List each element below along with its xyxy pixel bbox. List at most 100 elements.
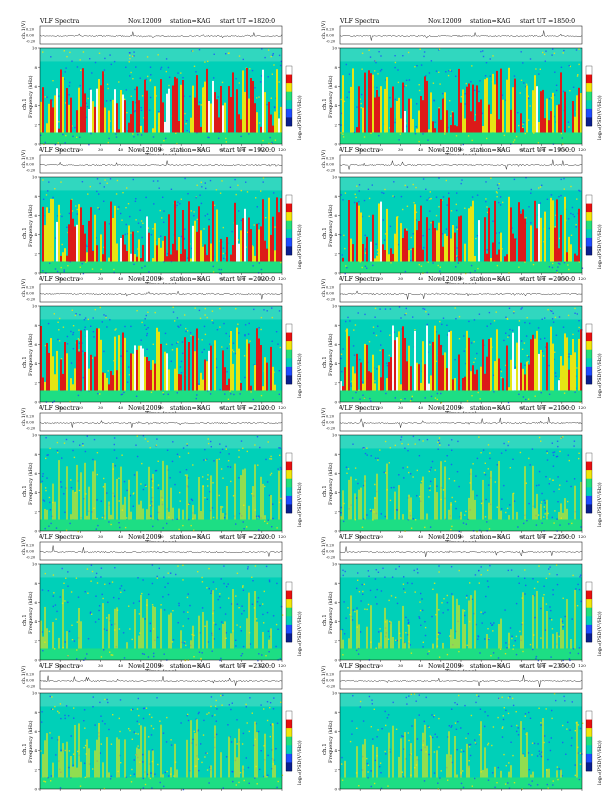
spectrogram-speckle bbox=[402, 467, 404, 469]
spectrogram-speckle bbox=[442, 489, 445, 491]
spectrogram-column bbox=[422, 732, 424, 778]
spectrogram-column bbox=[230, 97, 232, 133]
waveform-tick-label: 0.00 bbox=[326, 292, 335, 296]
frequency-tick-label: 8 bbox=[34, 323, 37, 328]
time-tick-label: 60 bbox=[158, 534, 164, 539]
spectrogram-speckle bbox=[566, 480, 568, 482]
spectrogram-speckle bbox=[562, 624, 564, 626]
spectrogram-speckle bbox=[366, 514, 368, 516]
spectrogram-speckle bbox=[558, 196, 560, 198]
spectrogram-speckle bbox=[221, 180, 223, 182]
spectrogram-speckle bbox=[393, 181, 395, 183]
spectrogram-speckle bbox=[419, 495, 421, 498]
spectrogram-speckle bbox=[546, 783, 548, 786]
spectrogram-speckle bbox=[399, 133, 402, 135]
frequency-tick-label: 6 bbox=[334, 471, 337, 476]
spectrogram-speckle bbox=[533, 742, 536, 745]
spectrogram-speckle bbox=[104, 698, 106, 701]
time-tick-label: 20 bbox=[78, 663, 84, 668]
spectrogram-speckle bbox=[269, 707, 271, 709]
spectrogram-speckle bbox=[96, 190, 98, 193]
spectrogram-speckle bbox=[493, 622, 495, 624]
spectrogram-speckle bbox=[378, 135, 380, 137]
spectrogram-speckle bbox=[49, 262, 51, 264]
spectrogram-speckle bbox=[389, 308, 392, 310]
spectrogram-speckle bbox=[182, 564, 184, 566]
spectrogram-speckle bbox=[102, 486, 105, 488]
spectrogram-column bbox=[560, 618, 562, 649]
spectrogram-column bbox=[464, 624, 466, 649]
spectrogram-column bbox=[116, 103, 118, 133]
spectrogram-speckle bbox=[469, 743, 472, 746]
panel-station: station=KAG bbox=[170, 663, 211, 670]
panel-start-time: start UT =1950:0 bbox=[520, 147, 575, 154]
spectrogram-speckle bbox=[407, 51, 410, 54]
spectrogram-speckle bbox=[474, 777, 476, 780]
spectrogram-column bbox=[46, 123, 48, 133]
spectrogram-speckle bbox=[562, 90, 565, 93]
spectrogram-speckle bbox=[555, 84, 558, 86]
spectrogram-column bbox=[94, 356, 96, 391]
spectrogram-column bbox=[152, 473, 154, 520]
spectrogram-speckle bbox=[201, 761, 203, 764]
spectrogram-column bbox=[490, 470, 492, 520]
spectrogram-column bbox=[84, 462, 86, 520]
spectrogram-speckle bbox=[530, 188, 532, 191]
spectrogram-speckle bbox=[160, 604, 162, 606]
spectrogram-speckle bbox=[506, 317, 508, 320]
spectrogram-column bbox=[236, 327, 238, 391]
time-tick-label: 10 bbox=[58, 276, 64, 281]
spectrogram-speckle bbox=[540, 607, 542, 610]
spectrogram-speckle bbox=[277, 343, 279, 345]
spectrogram-speckle bbox=[390, 487, 393, 489]
spectrogram-speckle bbox=[558, 768, 560, 770]
spectrogram-speckle bbox=[579, 190, 581, 192]
spectrogram-speckle bbox=[135, 395, 138, 397]
spectrogram-speckle bbox=[199, 194, 201, 196]
spectrogram-column bbox=[562, 365, 564, 391]
time-tick-label: 20 bbox=[378, 147, 384, 152]
spectrogram-speckle bbox=[480, 566, 482, 568]
spectrogram-speckle bbox=[465, 597, 468, 599]
spectrogram-speckle bbox=[423, 780, 426, 782]
spectrogram-speckle bbox=[573, 445, 575, 447]
spectrogram-speckle bbox=[204, 307, 206, 310]
spectrogram-speckle bbox=[360, 600, 362, 602]
spectrogram-speckle bbox=[86, 245, 88, 247]
spectrogram-speckle bbox=[167, 572, 169, 574]
spectrogram-speckle bbox=[450, 115, 452, 117]
spectrogram-speckle bbox=[407, 443, 409, 446]
spectrogram-speckle bbox=[204, 61, 206, 63]
spectrogram-column bbox=[106, 377, 108, 391]
spectrogram-speckle bbox=[153, 203, 155, 205]
spectrogram-column bbox=[422, 100, 424, 133]
spectrogram-column bbox=[56, 221, 58, 262]
waveform-tick-label: -0.20 bbox=[26, 556, 36, 560]
spectrogram-speckle bbox=[152, 343, 154, 345]
spectrogram-column bbox=[264, 515, 266, 520]
spectrogram-speckle bbox=[537, 142, 540, 144]
spectrogram-speckle bbox=[380, 344, 382, 346]
spectrogram-speckle bbox=[449, 635, 451, 637]
time-tick-label: 30 bbox=[398, 276, 404, 281]
spectrogram-speckle bbox=[400, 637, 402, 639]
spectrogram-speckle bbox=[463, 350, 465, 352]
spectrogram-speckle bbox=[90, 564, 93, 566]
spectrogram-column bbox=[400, 223, 402, 262]
spectrogram-speckle bbox=[548, 364, 550, 367]
spectrogram-speckle bbox=[484, 474, 487, 476]
spectrogram-column bbox=[70, 756, 72, 778]
spectrogram-speckle bbox=[410, 527, 413, 529]
spectrogram-column bbox=[142, 244, 144, 262]
colorbar-segment bbox=[586, 229, 592, 239]
spectrogram-background bbox=[340, 306, 582, 402]
spectrogram-speckle bbox=[55, 754, 57, 756]
spectrogram-speckle bbox=[261, 48, 263, 50]
spectrogram-speckle bbox=[120, 355, 122, 357]
spectrogram-speckle bbox=[69, 522, 71, 525]
colorbar-segment bbox=[586, 753, 592, 763]
spectrogram-speckle bbox=[97, 392, 99, 395]
spectrogram-column bbox=[460, 215, 462, 262]
spectrogram-speckle bbox=[477, 267, 479, 270]
channel-label: ch.1 bbox=[322, 227, 328, 239]
